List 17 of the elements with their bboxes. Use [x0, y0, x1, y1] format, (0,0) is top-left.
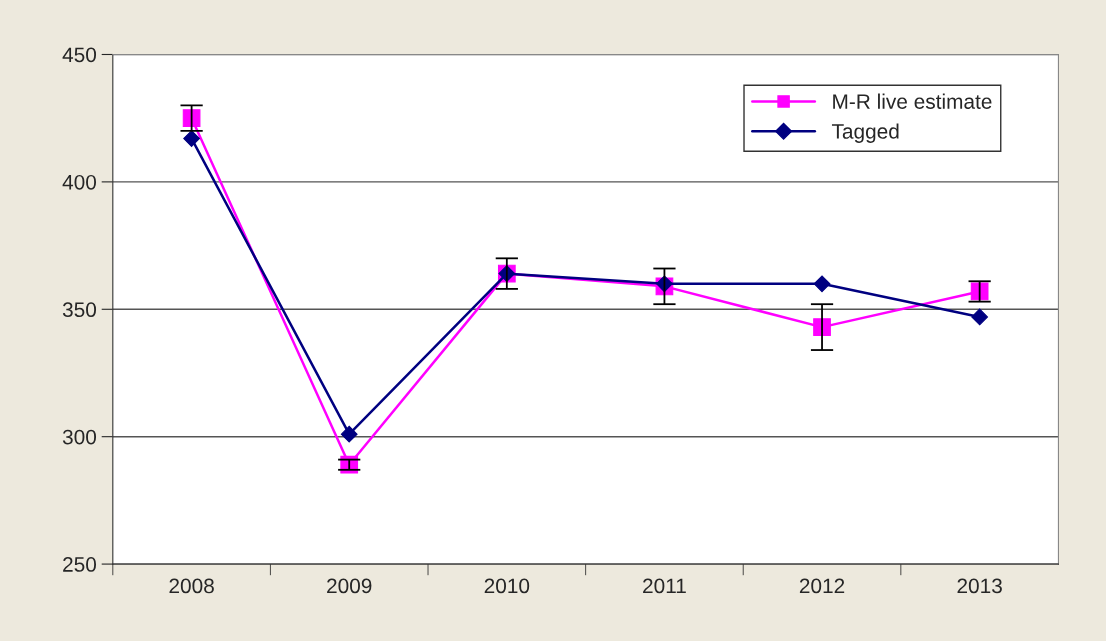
y-tick-label: 450 [62, 47, 97, 63]
point [183, 130, 200, 147]
x-tick-label: 2009 [327, 578, 372, 594]
y-tick-label: 350 [62, 302, 97, 318]
legend-label: Tagged [831, 123, 899, 143]
x-tick-label: 2011 [643, 578, 686, 594]
y-tick-label: 300 [62, 429, 97, 445]
point [971, 308, 989, 326]
y-tick-label: 250 [63, 557, 97, 572]
x-tick-label: 2010 [484, 578, 530, 594]
point [813, 275, 831, 293]
x-tick-label: 2013 [957, 578, 1002, 594]
point [340, 425, 358, 443]
x-tick-label: 2008 [169, 578, 214, 594]
x-tick-label: 2012 [799, 578, 845, 594]
legend-label: M-R live estimate [833, 93, 992, 109]
y-tick-label: 400 [62, 174, 97, 190]
